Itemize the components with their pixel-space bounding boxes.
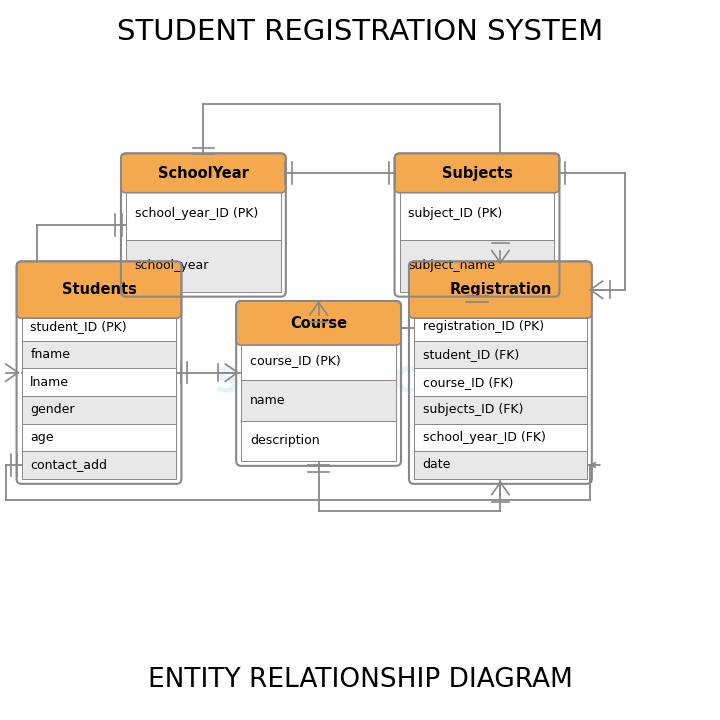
Text: Registration: Registration xyxy=(449,282,552,297)
Bar xyxy=(22,341,176,369)
Text: SOURCE CODE: SOURCE CODE xyxy=(215,364,505,399)
FancyBboxPatch shape xyxy=(236,301,401,345)
Text: school_year: school_year xyxy=(135,259,209,272)
Text: gender: gender xyxy=(30,403,75,416)
Bar xyxy=(414,313,587,341)
Text: date: date xyxy=(423,459,451,472)
Text: subjects_ID (FK): subjects_ID (FK) xyxy=(423,403,523,416)
Bar xyxy=(22,451,176,479)
Bar xyxy=(414,423,587,451)
Bar xyxy=(400,188,554,240)
Bar xyxy=(126,188,281,240)
Text: course_ID (PK): course_ID (PK) xyxy=(250,354,341,366)
Bar xyxy=(414,341,587,369)
Text: student_ID (PK): student_ID (PK) xyxy=(30,320,127,333)
Bar xyxy=(241,380,396,420)
FancyBboxPatch shape xyxy=(395,153,559,193)
Text: contact_add: contact_add xyxy=(30,459,107,472)
Text: Students: Students xyxy=(62,282,136,297)
Text: lname: lname xyxy=(30,376,69,389)
Bar xyxy=(22,423,176,451)
FancyBboxPatch shape xyxy=(409,261,592,318)
Text: student_ID (FK): student_ID (FK) xyxy=(423,348,519,361)
Text: school_year_ID (FK): school_year_ID (FK) xyxy=(423,431,546,444)
Text: description: description xyxy=(250,434,320,447)
Bar xyxy=(414,451,587,479)
Bar xyxy=(241,420,396,461)
Text: registration_ID (PK): registration_ID (PK) xyxy=(423,320,544,333)
Text: age: age xyxy=(30,431,54,444)
Text: name: name xyxy=(250,394,285,407)
Text: Subjects: Subjects xyxy=(441,166,513,181)
Text: fname: fname xyxy=(30,348,71,361)
Bar xyxy=(22,369,176,396)
Bar xyxy=(22,313,176,341)
Text: subject_ID (PK): subject_ID (PK) xyxy=(408,207,503,220)
Bar xyxy=(22,396,176,423)
Text: course_ID (FK): course_ID (FK) xyxy=(423,376,513,389)
Bar xyxy=(241,340,396,380)
Text: STUDENT REGISTRATION SYSTEM: STUDENT REGISTRATION SYSTEM xyxy=(117,19,603,46)
FancyBboxPatch shape xyxy=(17,261,181,318)
Text: Course: Course xyxy=(290,315,347,330)
Bar xyxy=(126,240,281,292)
Text: subject_name: subject_name xyxy=(408,259,495,272)
FancyBboxPatch shape xyxy=(121,153,286,193)
Bar xyxy=(414,369,587,396)
Bar xyxy=(414,396,587,423)
Text: school_year_ID (PK): school_year_ID (PK) xyxy=(135,207,258,220)
Text: SchoolYear: SchoolYear xyxy=(158,166,249,181)
Bar xyxy=(400,240,554,292)
Text: ENTITY RELATIONSHIP DIAGRAM: ENTITY RELATIONSHIP DIAGRAM xyxy=(148,667,572,693)
